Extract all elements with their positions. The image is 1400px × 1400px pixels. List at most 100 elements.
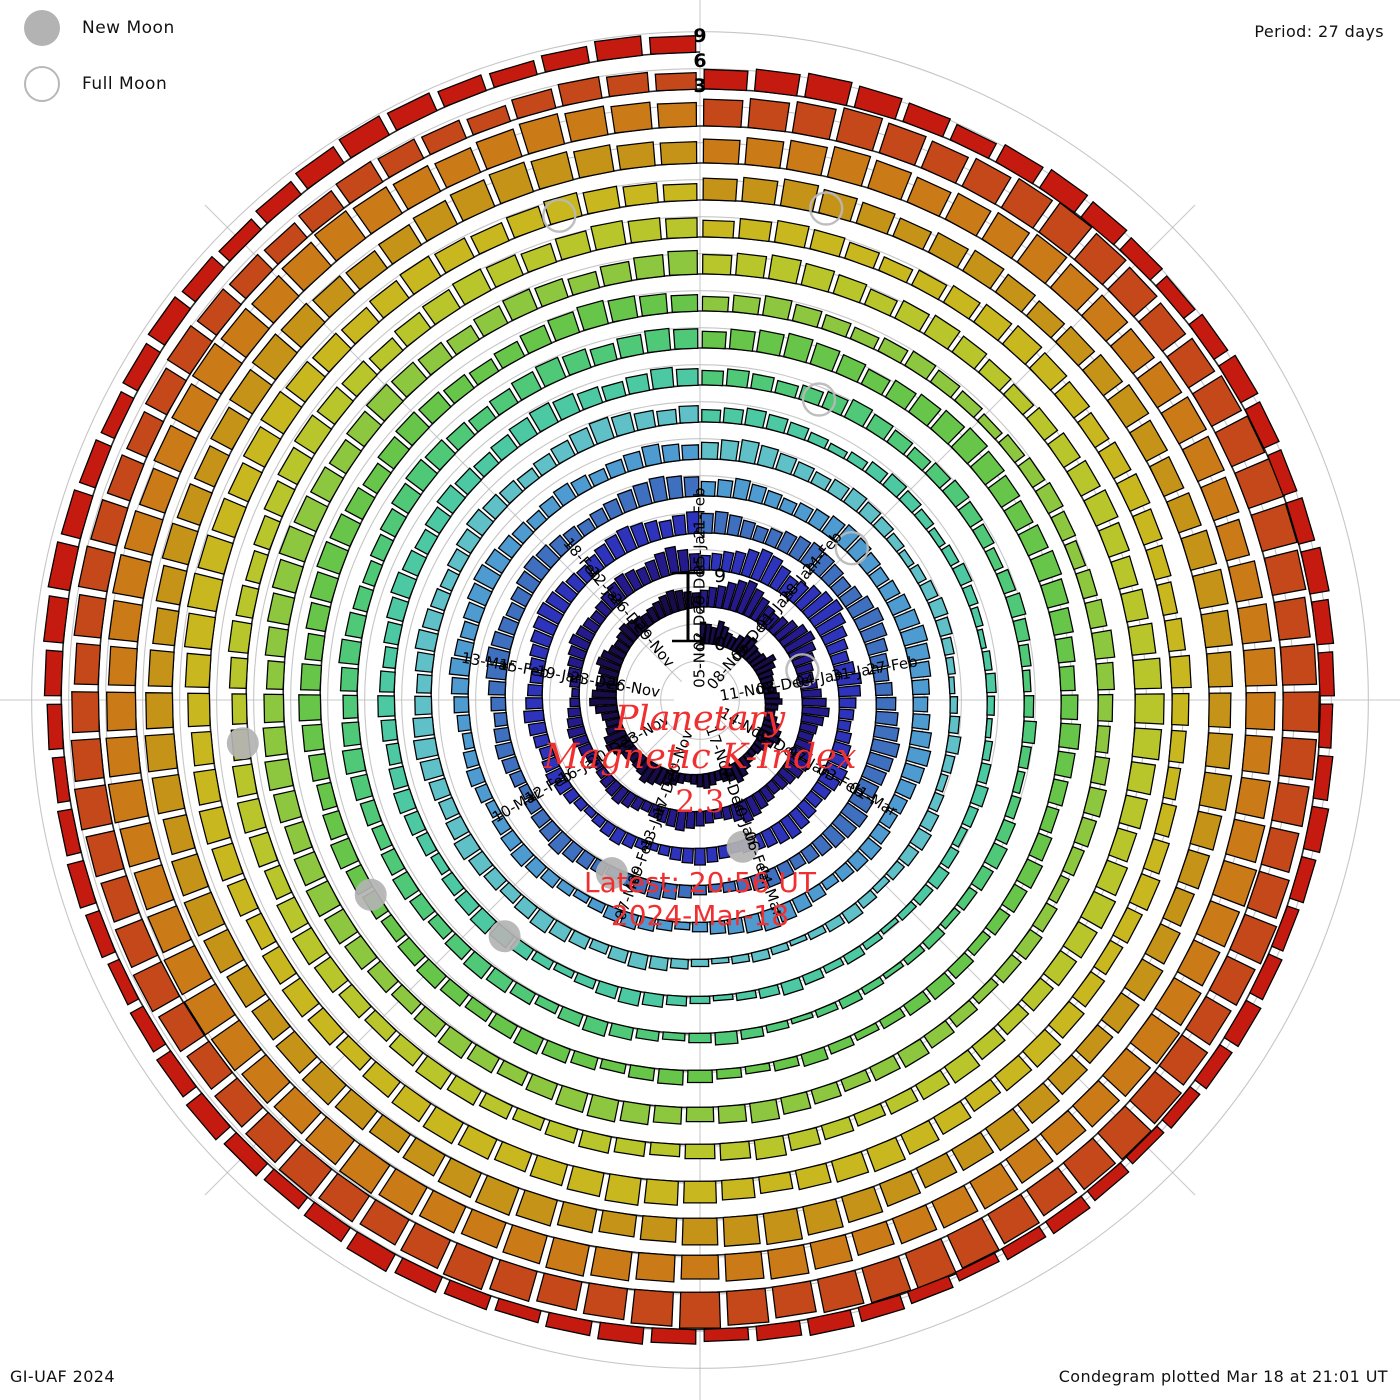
kp-bar xyxy=(735,579,759,616)
kp-bar xyxy=(316,386,355,426)
kp-bar xyxy=(925,971,956,1001)
kp-bar xyxy=(1101,1047,1152,1098)
kp-bar xyxy=(467,850,494,877)
kp-bar xyxy=(931,1184,979,1229)
kp-bar xyxy=(1311,598,1335,646)
kp-bar xyxy=(525,1073,559,1101)
kp-bar xyxy=(591,812,607,829)
kp-bar xyxy=(1191,374,1243,428)
kp-bar xyxy=(228,253,274,300)
kp-bar xyxy=(759,555,784,587)
kp-bar xyxy=(144,367,188,416)
kp-bar xyxy=(392,788,417,815)
kp-bar xyxy=(1160,396,1208,445)
kp-bar xyxy=(765,1019,790,1034)
kp-bar xyxy=(105,691,137,732)
kp-bar xyxy=(1153,802,1178,838)
kp-bar xyxy=(414,695,433,716)
kp-bar xyxy=(637,915,657,933)
kp-bar xyxy=(763,692,780,699)
kp-bar xyxy=(226,877,259,918)
kp-bar xyxy=(762,718,781,731)
kp-bar xyxy=(483,866,508,892)
kp-bar xyxy=(707,883,722,893)
kp-bar xyxy=(424,438,457,471)
kp-bar xyxy=(851,1220,895,1257)
kp-bar xyxy=(831,740,852,757)
kp-bar xyxy=(73,593,107,639)
kp-bar xyxy=(735,876,753,894)
kp-bar xyxy=(826,442,849,460)
kp-bar xyxy=(635,1251,676,1283)
kp-bar xyxy=(511,521,535,545)
kp-bar xyxy=(810,1081,843,1105)
kp-bar xyxy=(299,663,323,691)
kp-bar xyxy=(994,273,1037,313)
kp-bar xyxy=(720,550,735,573)
kp-bar xyxy=(457,1124,498,1161)
kp-bar xyxy=(617,986,642,1007)
kp-bar xyxy=(761,681,773,690)
kp-bar xyxy=(969,606,984,628)
kp-bar xyxy=(616,141,656,171)
kp-bar xyxy=(400,1222,452,1270)
kp-bar xyxy=(421,607,445,632)
kp-bar xyxy=(696,773,704,788)
kp-bar xyxy=(820,872,840,891)
kp-bar xyxy=(764,698,783,705)
kp-bar xyxy=(693,884,707,896)
kp-bar xyxy=(294,145,345,190)
kp-bar xyxy=(1244,401,1280,450)
kp-bar xyxy=(869,737,901,759)
kp-bar xyxy=(1018,643,1032,668)
kp-bar xyxy=(872,667,890,683)
kp-bar xyxy=(827,751,851,770)
radial-scale-label-6: 6 xyxy=(693,50,706,72)
kp-bar xyxy=(964,1078,1002,1113)
kp-bar xyxy=(708,771,717,786)
kp-bar xyxy=(600,710,620,722)
kp-bar xyxy=(949,123,998,160)
kp-bar xyxy=(785,139,829,177)
kp-bar xyxy=(1100,991,1140,1034)
ring-date-label: 25-Jan xyxy=(691,526,709,574)
kp-bar xyxy=(122,342,162,392)
kp-bar xyxy=(1204,732,1234,770)
kp-bar xyxy=(669,846,683,862)
kp-bar xyxy=(885,860,906,881)
kp-bar xyxy=(1266,448,1298,497)
kp-bar xyxy=(1223,999,1262,1048)
kp-bar xyxy=(260,390,303,435)
kp-bar xyxy=(906,1275,954,1305)
kp-bar xyxy=(621,744,639,760)
kp-bar xyxy=(1053,750,1076,779)
kp-bar xyxy=(248,831,279,868)
kp-bar xyxy=(909,827,933,852)
kp-bar xyxy=(832,273,868,304)
kp-bar xyxy=(911,678,931,696)
kp-bar xyxy=(414,528,439,556)
kp-bar xyxy=(304,1115,356,1166)
kp-bar xyxy=(755,1320,803,1342)
kp-bar xyxy=(538,495,562,519)
kp-bar xyxy=(377,695,396,718)
kp-bar xyxy=(594,600,613,618)
kp-bar xyxy=(600,649,625,667)
kp-bar xyxy=(1001,324,1043,366)
kp-bar xyxy=(1250,502,1298,553)
kp-bar xyxy=(313,955,349,994)
kp-bar xyxy=(619,1100,651,1126)
kp-bar xyxy=(231,693,248,725)
kp-bar xyxy=(728,328,756,352)
kp-bar xyxy=(821,824,846,849)
kp-bar xyxy=(465,508,495,537)
kp-bar xyxy=(494,741,516,760)
kp-bar xyxy=(735,989,758,1002)
kp-bar xyxy=(415,831,438,857)
kp-bar xyxy=(144,733,178,773)
kp-bar xyxy=(700,512,714,534)
kp-bar xyxy=(334,1088,379,1131)
kp-bar xyxy=(949,695,959,715)
kp-bar xyxy=(593,543,616,568)
kp-bar xyxy=(655,408,678,427)
